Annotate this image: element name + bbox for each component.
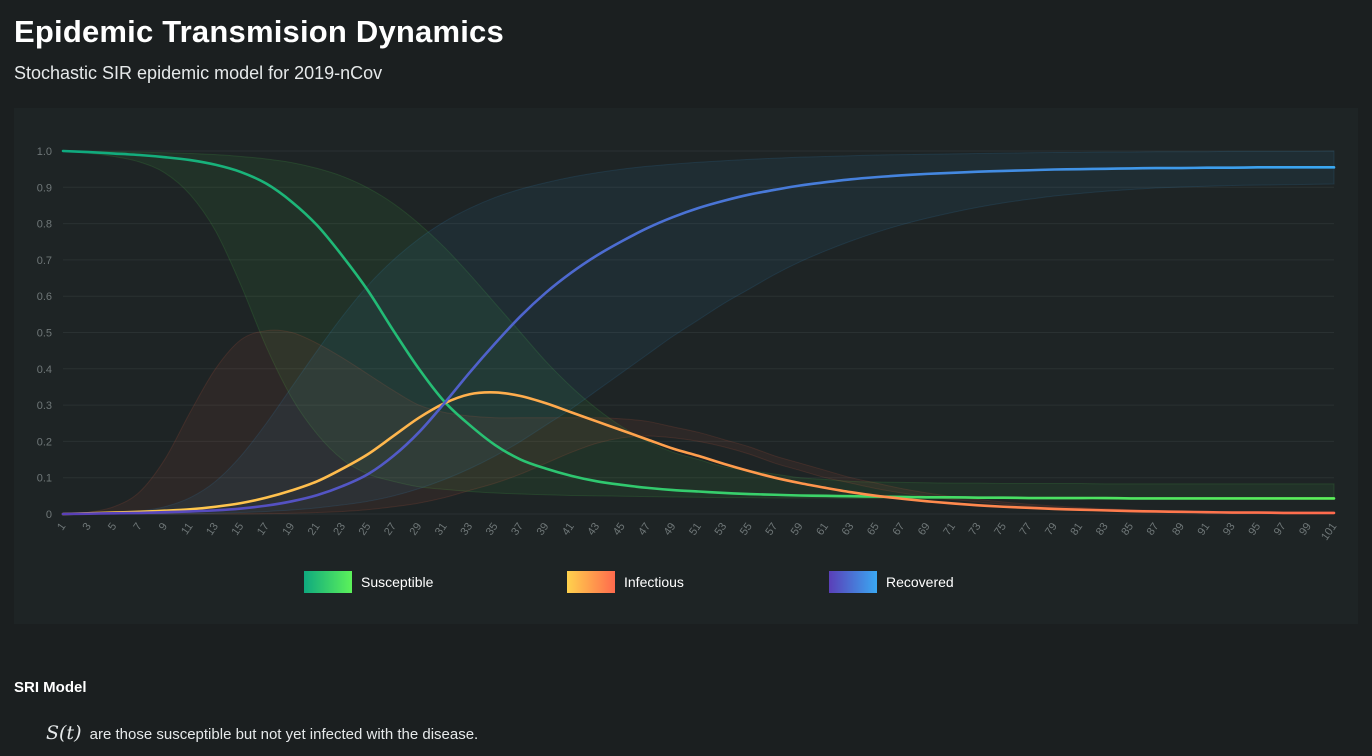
y-tick-label: 0.8	[37, 219, 52, 231]
x-tick-label: 93	[1221, 521, 1238, 538]
series-lines	[61, 149, 1336, 516]
series-line-infectious	[61, 390, 1336, 516]
x-axis-ticks: 1 3 5 7 9 11 13 15 17 19 21 23 25 27 29 31 33 35 37 39 41 43 4…	[55, 521, 1339, 543]
x-tick-label: 35	[484, 521, 501, 538]
x-tick-label: 101	[1319, 521, 1339, 543]
y-tick-label: 0.4	[37, 364, 52, 376]
x-tick-label: 9	[157, 521, 170, 533]
x-tick-label: 33	[458, 521, 475, 538]
x-tick-label: 57	[763, 521, 780, 538]
series-line-recovered	[61, 166, 1336, 516]
page-subtitle: Stochastic SIR epidemic model for 2019-n…	[14, 63, 383, 83]
x-tick-label: 5	[106, 521, 119, 533]
x-tick-label: 79	[1043, 521, 1060, 538]
x-tick-label: 7	[131, 521, 144, 533]
x-tick-label: 89	[1170, 521, 1187, 538]
x-tick-label: 61	[814, 521, 831, 538]
x-tick-label: 85	[1119, 521, 1136, 538]
x-tick-label: 99	[1297, 521, 1314, 538]
x-tick-label: 87	[1145, 521, 1162, 538]
model-description-text: are those susceptible but not yet infect…	[89, 726, 479, 743]
page-title: Epidemic Transmision Dynamics	[14, 14, 504, 49]
y-tick-label: 0.2	[37, 436, 52, 448]
y-tick-label: 1.0	[37, 146, 52, 158]
x-tick-label: 75	[992, 521, 1009, 538]
math-expression: S(t)	[46, 722, 82, 744]
series-line-susceptible	[61, 149, 1336, 500]
x-tick-label: 73	[967, 521, 984, 538]
chart-panel: 1.0 0.9 0.8 0.7 0.6 0.5 0.4 0.3 0.2 0.1 0 1 3 5 7 9 11 1…	[14, 108, 1358, 624]
x-tick-label: 69	[916, 521, 933, 538]
x-tick-label: 53	[713, 521, 730, 538]
x-tick-label: 47	[636, 521, 653, 538]
x-tick-label: 27	[382, 521, 399, 538]
sir-chart: 1.00.90.80.70.60.50.40.30.20.10 1 3 5 7 9 11 1…	[37, 146, 1339, 593]
legend-label-recovered[interactable]: Recovered	[886, 574, 954, 590]
x-tick-label: 55	[738, 521, 755, 538]
grid-lines	[63, 150, 1334, 515]
x-tick-label: 37	[509, 521, 526, 538]
legend-swatch-infectious[interactable]	[567, 571, 615, 593]
legend-label-susceptible[interactable]: Susceptible	[361, 574, 434, 590]
x-tick-label: 67	[890, 521, 907, 538]
legend-label-infectious[interactable]: Infectious	[624, 574, 684, 590]
model-description-susceptible: S(t) are those susceptible but not yet i…	[46, 722, 478, 744]
x-tick-label: 13	[204, 521, 221, 538]
x-tick-label: 91	[1196, 521, 1213, 538]
y-tick-label: 0.3	[37, 400, 52, 412]
x-tick-label: 65	[865, 521, 882, 538]
y-tick-label: 0.1	[37, 473, 52, 485]
y-tick-label: 0.6	[37, 291, 52, 303]
legend-swatch-recovered[interactable]	[829, 571, 877, 593]
y-tick-label: 0.5	[37, 328, 52, 340]
chart-legend[interactable]: Susceptible Infectious Recovered	[304, 571, 954, 593]
x-tick-label: 63	[840, 521, 857, 538]
y-axis-ticks: 1.0 0.9 0.8 0.7 0.6 0.5 0.4 0.3 0.2 0.1 0	[37, 146, 52, 521]
x-tick-label: 1	[55, 521, 68, 533]
x-tick-label: 77	[1018, 521, 1035, 538]
x-tick-label: 95	[1246, 521, 1263, 538]
x-tick-label: 25	[357, 521, 374, 538]
x-tick-label: 45	[611, 521, 628, 538]
x-tick-label: 17	[255, 521, 272, 538]
y-tick-label: 0.9	[37, 182, 52, 194]
x-tick-label: 49	[662, 521, 679, 538]
x-tick-label: 15	[230, 521, 247, 538]
x-tick-label: 23	[331, 521, 348, 538]
x-tick-label: 59	[789, 521, 806, 538]
x-tick-label: 39	[535, 521, 552, 538]
section-heading: SRI Model	[14, 679, 87, 696]
x-tick-label: 51	[687, 521, 704, 538]
x-tick-label: 83	[1094, 521, 1111, 538]
y-tick-label: 0	[46, 509, 52, 521]
x-tick-label: 11	[179, 521, 195, 537]
y-tick-label: 0.7	[37, 255, 52, 267]
x-tick-label: 29	[407, 521, 424, 538]
x-tick-label: 43	[585, 521, 602, 538]
legend-swatch-susceptible[interactable]	[304, 571, 352, 593]
x-tick-label: 41	[560, 521, 577, 538]
x-tick-label: 21	[306, 521, 323, 538]
x-tick-label: 81	[1068, 521, 1085, 538]
x-tick-label: 97	[1272, 521, 1289, 538]
x-tick-label: 19	[280, 521, 297, 538]
x-tick-label: 31	[433, 521, 450, 538]
x-tick-label: 3	[81, 521, 94, 533]
x-tick-label: 71	[941, 521, 958, 538]
